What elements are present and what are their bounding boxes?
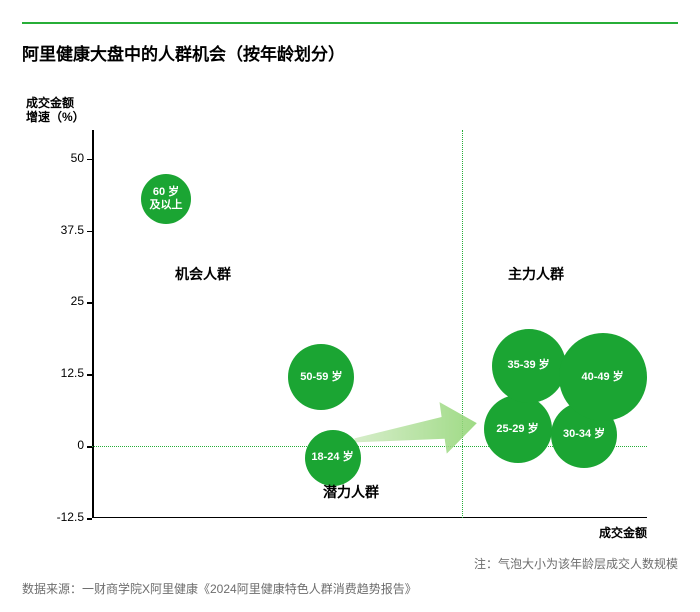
bubble: 50-59 岁: [288, 344, 354, 410]
bubble: 25-29 岁: [484, 395, 552, 463]
chart-title: 阿里健康大盘中的人群机会（按年龄划分）: [22, 40, 345, 65]
y-tick-label: 50: [44, 151, 84, 165]
region-label: 主力人群: [508, 264, 564, 284]
y-tick-label: 25: [44, 294, 84, 308]
x-axis: [92, 517, 647, 519]
x-axis-label: 成交金额: [599, 524, 647, 541]
y-tick-label: 0: [44, 438, 84, 452]
y-tick-label: 12.5: [44, 366, 84, 380]
footnote: 注：气泡大小为该年龄层成交人数规模: [474, 555, 678, 572]
bubble: 60 岁 及以上: [141, 174, 191, 224]
bubble: 35-39 岁: [492, 329, 566, 403]
bubble-chart: -12.5012.52537.550成交金额 增速（%）成交金额60 岁 及以上…: [92, 130, 647, 518]
y-tick: [87, 374, 92, 376]
region-label: 机会人群: [175, 264, 231, 284]
y-axis-label: 成交金额 增速（%）: [26, 96, 85, 125]
y-tick: [87, 446, 92, 448]
bubble: 18-24 岁: [305, 430, 361, 486]
y-axis: [92, 130, 94, 518]
y-tick-label: 37.5: [44, 223, 84, 237]
y-tick: [87, 159, 92, 161]
y-tick: [87, 518, 92, 520]
y-tick: [87, 231, 92, 233]
bubble: 40-49 岁: [559, 333, 647, 421]
y-tick: [87, 302, 92, 304]
data-source: 数据来源：一财商学院X阿里健康《2024阿里健康特色人群消费趋势报告》: [22, 580, 417, 597]
quadrant-divider-vertical: [462, 130, 463, 518]
top-rule: [22, 22, 678, 24]
region-label: 潜力人群: [323, 482, 379, 502]
y-tick-label: -12.5: [44, 510, 84, 524]
